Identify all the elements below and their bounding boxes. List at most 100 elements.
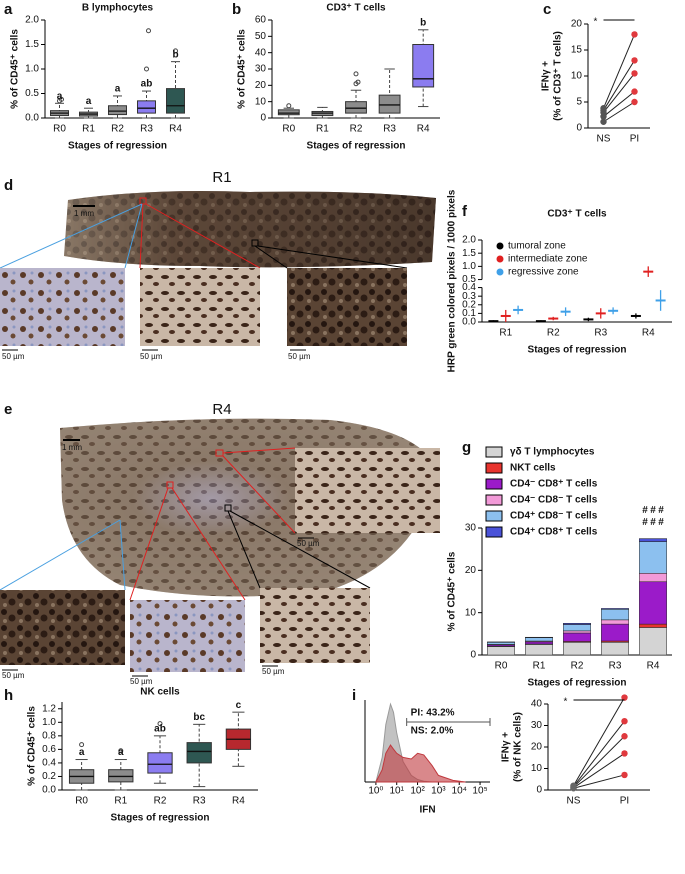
inset-image <box>287 268 407 346</box>
connector <box>254 245 288 269</box>
y-axis-label: (% of CD3⁺ T cells) <box>553 31 564 121</box>
y-tick-label: 0.5 <box>462 274 476 285</box>
panel-title: R1 <box>212 169 231 186</box>
y-axis-label: HRP green colored pixels / 1000 pixels <box>447 189 458 372</box>
legend-label: tumoral zone <box>508 241 566 252</box>
x-tick-label: R1 <box>316 124 329 135</box>
pair-line <box>573 697 625 786</box>
y-tick-label: 30 <box>531 720 543 731</box>
pair-line <box>603 34 635 109</box>
box <box>108 105 127 116</box>
inset-image <box>0 590 125 665</box>
y-tick-label: 30 <box>255 64 267 75</box>
outlier <box>144 66 149 72</box>
x-tick-label: R1 <box>114 796 127 807</box>
connector <box>222 455 296 534</box>
x-tick-label: R1 <box>533 661 546 672</box>
legend-label: NKT cells <box>510 463 556 474</box>
connector <box>139 203 144 269</box>
y-tick-label: 0.8 <box>42 730 56 741</box>
x-tick-label: R4 <box>642 328 655 339</box>
gate-label: NS: 2.0% <box>411 726 454 737</box>
inset-image <box>130 600 245 672</box>
y-tick-label: 10 <box>255 96 267 107</box>
pair-line <box>573 753 625 789</box>
tissue-texture <box>64 191 436 268</box>
box <box>108 769 134 783</box>
bar-segment <box>487 646 515 656</box>
scale-label: 1 mm <box>62 443 82 452</box>
y-tick-label: 0.2 <box>42 771 56 782</box>
significance-letter: bc <box>193 712 205 723</box>
point <box>621 771 628 779</box>
y-tick-label: 0 <box>576 123 582 134</box>
y-axis-label: (% of NK cells) <box>513 712 524 782</box>
pair-line <box>573 735 625 788</box>
box <box>137 100 156 114</box>
histogram-area <box>375 744 466 783</box>
significance-star: * <box>564 697 568 708</box>
point <box>631 88 638 95</box>
x-axis-label: IFN <box>419 805 435 816</box>
y-tick-label: 0 <box>536 785 542 796</box>
legend-swatch <box>485 526 503 538</box>
box <box>186 742 212 764</box>
point <box>570 782 577 789</box>
inset-image <box>140 268 260 346</box>
x-axis-label: Stages of regression <box>528 678 627 689</box>
x-tick-label: PI <box>620 796 629 807</box>
y-axis-label: % of CD45⁺ cells <box>10 29 21 109</box>
bar-segment <box>525 644 553 656</box>
scale-label: 50 µm <box>130 677 153 686</box>
annotation: # <box>642 517 648 528</box>
y-tick-label: 0.1 <box>462 308 476 319</box>
legend-label: CD4⁻ CD8⁻ T cells <box>510 495 598 506</box>
x-tick-label: R0 <box>495 661 508 672</box>
legend-label: γδ T lymphocytes <box>510 447 595 458</box>
legend-label: CD4⁺ CD8⁻ T cells <box>510 511 598 522</box>
panel-letter: g <box>462 439 471 456</box>
region-marker <box>166 481 174 489</box>
point <box>621 694 628 701</box>
y-tick-label: 5 <box>576 97 582 108</box>
significance-letter: a <box>86 96 92 107</box>
significance-letter: b <box>420 17 426 28</box>
connector <box>229 510 371 589</box>
scale-label: 50 µm <box>297 539 320 548</box>
legend-label: CD4⁻ CD8⁺ T cells <box>510 479 598 490</box>
x-tick-label: R3 <box>609 661 622 672</box>
connector <box>124 203 143 269</box>
legend-marker <box>496 242 504 250</box>
y-axis-label: IFNγ + <box>501 732 512 762</box>
x-axis-label: Stages of regression <box>528 345 627 356</box>
bar-segment <box>639 627 667 656</box>
legend-swatch <box>485 494 503 506</box>
y-tick-label: 20 <box>531 742 543 753</box>
significance-letter: b <box>172 49 178 60</box>
y-tick-label: 30 <box>465 523 477 534</box>
x-tick-label: R1 <box>82 124 95 135</box>
point <box>600 105 607 112</box>
inset-image <box>0 268 125 346</box>
y-axis-label: % of CD45⁺ cells <box>27 706 38 786</box>
connector <box>257 245 408 269</box>
bar-segment <box>601 642 629 656</box>
x-tick-label: R3 <box>383 124 396 135</box>
x-tick-label: 10⁰ <box>368 786 383 797</box>
pair-line <box>603 73 635 113</box>
y-axis-label: % of CD45⁺ cells <box>237 29 248 109</box>
y-tick-label: 10 <box>571 71 583 82</box>
point <box>631 57 638 64</box>
x-tick-label: R4 <box>647 661 660 672</box>
connector <box>129 487 169 601</box>
x-axis-label: Stages of regression <box>307 141 406 152</box>
legend-swatch <box>485 478 503 490</box>
y-tick-label: 0.4 <box>462 282 476 293</box>
x-tick-label: R3 <box>193 796 206 807</box>
x-tick-label: R3 <box>140 124 153 135</box>
box <box>166 88 185 114</box>
significance-letter: ab <box>141 79 153 90</box>
legend-marker <box>496 255 504 263</box>
x-axis-label: Stages of regression <box>68 141 167 152</box>
